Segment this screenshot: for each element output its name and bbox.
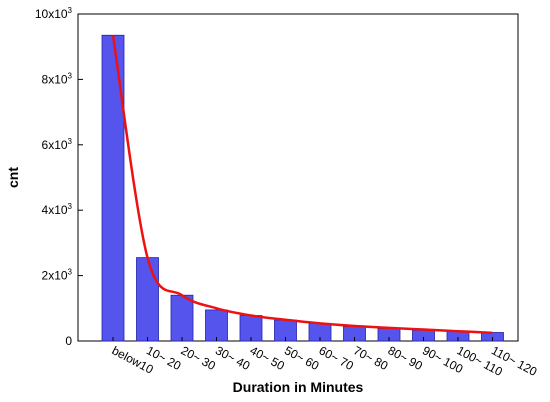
x-tick-label-5: 50~ 60: [282, 343, 322, 373]
bar-group: [101, 34, 504, 342]
x-tick-label-7: 70~ 80: [351, 343, 391, 373]
plot-area: [77, 13, 519, 342]
y-axis-title: cnt: [5, 167, 21, 188]
x-tick-label-6: 60~ 70: [317, 343, 357, 373]
x-tick-label-2: 20~ 30: [179, 343, 219, 373]
bar-2: [170, 294, 194, 342]
bar-1: [136, 257, 159, 342]
y-tick-label-2: 4x103: [42, 202, 73, 217]
y-axis: 0 2x103 4x103 6x103 8x103 10x103: [35, 6, 83, 348]
fit-line: [111, 35, 493, 335]
y-tick-label-1: 2x103: [42, 268, 73, 283]
bar-0: [101, 34, 125, 342]
y-tick-label-4: 8x103: [42, 71, 73, 86]
x-tick-label-8: 80~ 90: [386, 343, 426, 373]
y-tick-label-5: 10x103: [35, 6, 73, 21]
bar-3: [205, 309, 228, 342]
x-tick-label-3: 30~ 40: [213, 343, 253, 373]
x-axis-title: Duration in Minutes: [233, 379, 364, 395]
x-tick-label-4: 40~ 50: [248, 343, 288, 373]
y-tick-label-0: 0: [65, 334, 72, 348]
y-tick-label-3: 6x103: [42, 137, 73, 152]
